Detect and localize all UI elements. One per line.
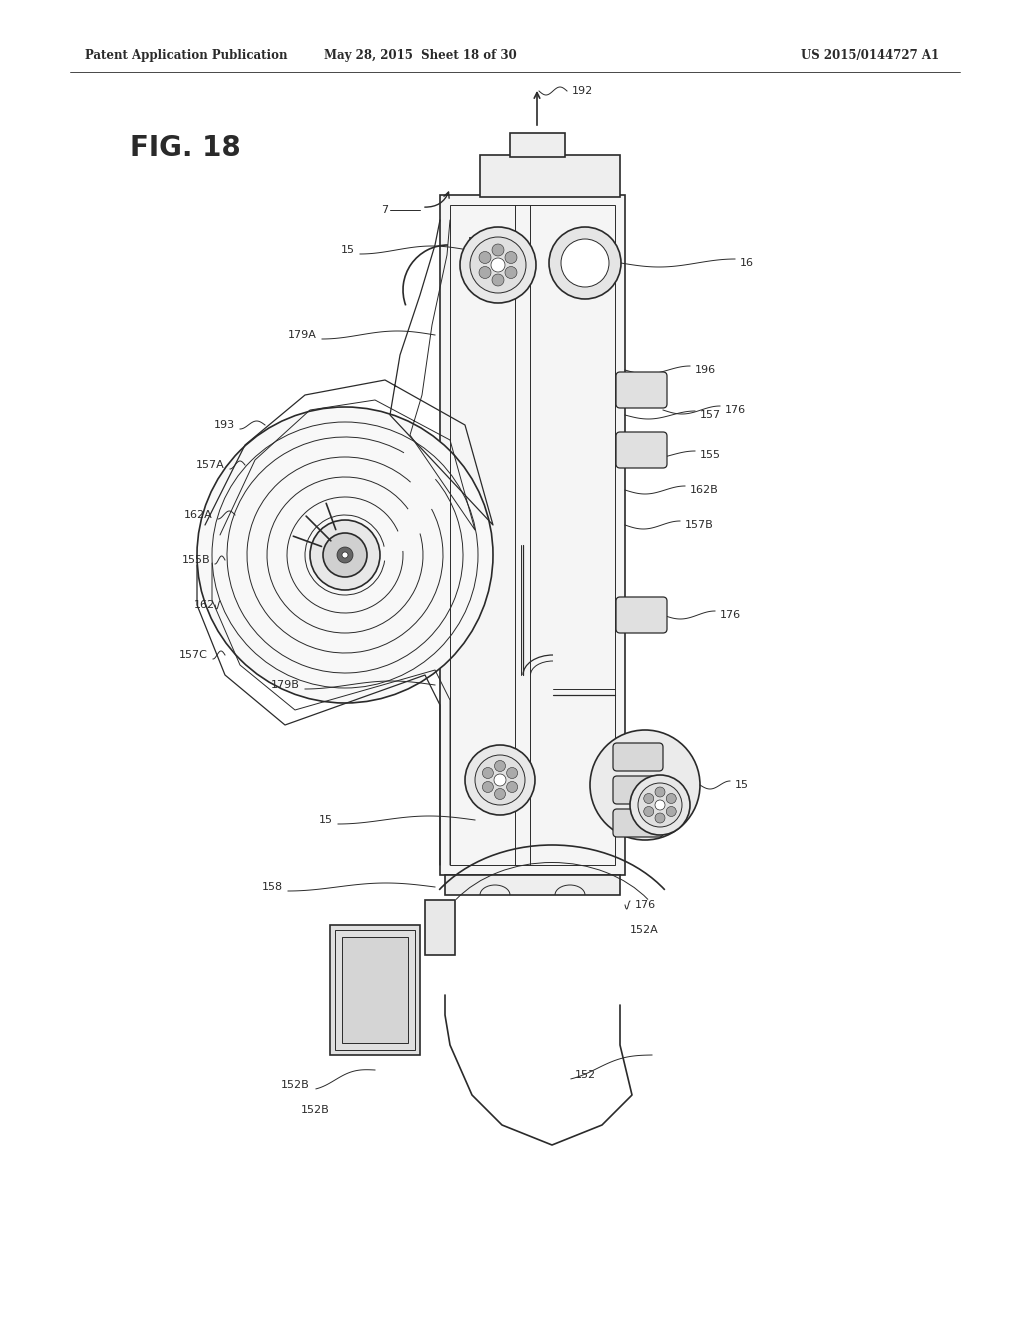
Text: 152A: 152A: [630, 925, 658, 935]
Circle shape: [507, 767, 517, 779]
Circle shape: [475, 755, 525, 805]
Circle shape: [342, 552, 348, 558]
Text: US 2015/0144727 A1: US 2015/0144727 A1: [801, 49, 939, 62]
Text: 179A: 179A: [288, 330, 317, 341]
Bar: [335, 931, 415, 1049]
Circle shape: [310, 520, 380, 590]
Text: 176: 176: [720, 610, 741, 620]
Circle shape: [470, 238, 526, 293]
Circle shape: [590, 730, 700, 840]
Circle shape: [667, 807, 676, 817]
Text: 157: 157: [700, 411, 721, 420]
Circle shape: [337, 546, 353, 564]
Circle shape: [492, 275, 504, 286]
FancyBboxPatch shape: [613, 809, 663, 837]
Circle shape: [655, 813, 665, 822]
Circle shape: [460, 227, 536, 304]
Text: 192: 192: [572, 86, 593, 96]
Circle shape: [644, 807, 653, 817]
Circle shape: [505, 267, 517, 279]
Bar: [450, 205, 615, 865]
Circle shape: [505, 252, 517, 264]
Text: 176: 176: [635, 900, 656, 909]
Circle shape: [507, 781, 517, 792]
Text: 157B: 157B: [685, 520, 714, 531]
Text: 162A: 162A: [184, 510, 213, 520]
Circle shape: [490, 257, 505, 272]
Circle shape: [482, 781, 494, 792]
Text: 155: 155: [700, 450, 721, 459]
Circle shape: [494, 774, 506, 785]
Text: 157C: 157C: [179, 649, 208, 660]
FancyBboxPatch shape: [616, 372, 667, 408]
Circle shape: [638, 783, 682, 828]
Circle shape: [479, 267, 492, 279]
FancyBboxPatch shape: [613, 743, 663, 771]
Text: 176: 176: [725, 405, 746, 414]
Text: 152: 152: [575, 1071, 596, 1080]
Bar: [330, 925, 420, 1055]
Circle shape: [495, 760, 506, 771]
Circle shape: [655, 800, 665, 810]
Text: 193: 193: [214, 420, 234, 430]
Text: 157A: 157A: [197, 459, 225, 470]
Circle shape: [667, 793, 676, 804]
Circle shape: [630, 775, 690, 836]
Circle shape: [644, 793, 653, 804]
Text: 162B: 162B: [690, 484, 719, 495]
FancyBboxPatch shape: [616, 432, 667, 469]
Text: 15: 15: [341, 246, 355, 255]
Text: FIG. 18: FIG. 18: [130, 135, 241, 162]
Text: 7: 7: [381, 205, 388, 215]
Bar: [445, 875, 620, 895]
Text: 155B: 155B: [181, 554, 210, 565]
Bar: [425, 900, 455, 954]
Text: 152B: 152B: [301, 1105, 330, 1115]
Text: 162: 162: [194, 601, 215, 610]
Text: 15: 15: [319, 814, 333, 825]
Text: 179B: 179B: [271, 680, 300, 690]
Circle shape: [323, 533, 367, 577]
Text: 15: 15: [735, 780, 749, 789]
Circle shape: [492, 244, 504, 256]
FancyBboxPatch shape: [613, 776, 663, 804]
Circle shape: [561, 239, 609, 286]
Bar: [440, 195, 625, 875]
Text: Patent Application Publication: Patent Application Publication: [85, 49, 288, 62]
Circle shape: [655, 787, 665, 797]
Circle shape: [495, 788, 506, 800]
Text: May 28, 2015  Sheet 18 of 30: May 28, 2015 Sheet 18 of 30: [324, 49, 516, 62]
Circle shape: [549, 227, 621, 300]
Bar: [342, 937, 408, 1043]
Text: 196: 196: [695, 366, 716, 375]
Circle shape: [465, 744, 535, 814]
Circle shape: [479, 252, 492, 264]
Text: 152B: 152B: [282, 1080, 310, 1090]
Circle shape: [197, 407, 493, 704]
Text: 158: 158: [262, 882, 283, 892]
FancyBboxPatch shape: [616, 597, 667, 634]
Text: 16: 16: [740, 257, 754, 268]
Bar: [510, 133, 565, 157]
Bar: [480, 154, 620, 197]
Circle shape: [482, 767, 494, 779]
